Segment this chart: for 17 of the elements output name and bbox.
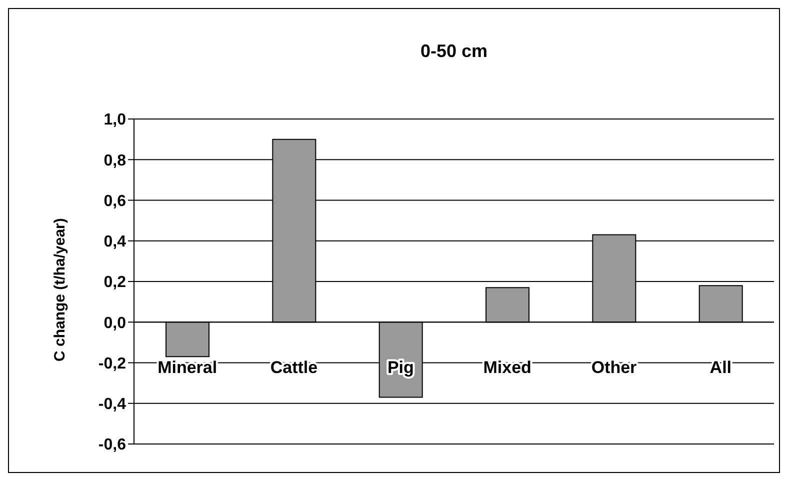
y-tick-label: 0,8 [104,152,126,170]
x-tick-label: Mixed [483,358,532,378]
x-tick-label: Other [591,358,638,378]
y-tick-label: -0,2 [98,355,126,372]
y-tick-label: -0,4 [98,396,126,414]
x-tick-label: Mineral [158,358,218,378]
y-tick-label: 0,2 [104,274,126,292]
y-tick-label: 0,6 [104,192,126,210]
y-tick-label: 0,0 [104,314,126,332]
y-tick-label: -0,6 [98,436,126,454]
y-tick-label: 0,4 [104,234,126,251]
chart-title: 0-50 cm [419,41,489,62]
x-tick-label: Cattle [270,358,318,378]
y-axis-title: C change (t/ha/year) [51,218,68,362]
x-tick-label: All [710,358,732,378]
x-tick-label: Pig [387,358,414,378]
y-tick-label: 1,0 [104,112,126,129]
